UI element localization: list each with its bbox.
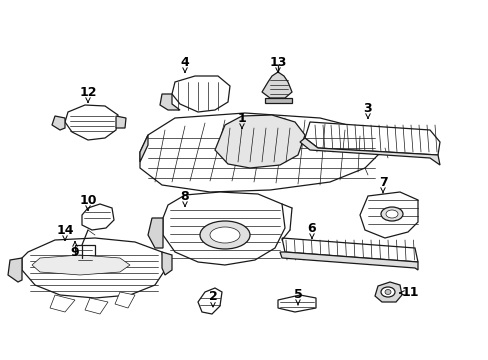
Ellipse shape xyxy=(384,289,390,294)
Text: 3: 3 xyxy=(363,102,371,114)
Ellipse shape xyxy=(209,227,240,243)
Text: 10: 10 xyxy=(79,194,97,207)
Polygon shape xyxy=(280,252,417,270)
Polygon shape xyxy=(82,204,114,230)
Polygon shape xyxy=(215,115,305,168)
Polygon shape xyxy=(75,245,95,265)
Polygon shape xyxy=(32,255,130,275)
Polygon shape xyxy=(278,295,315,312)
Polygon shape xyxy=(160,94,180,110)
Polygon shape xyxy=(85,298,108,314)
Polygon shape xyxy=(262,72,291,98)
Polygon shape xyxy=(148,218,163,248)
Polygon shape xyxy=(299,138,439,165)
Polygon shape xyxy=(305,122,439,155)
Polygon shape xyxy=(52,116,65,130)
Polygon shape xyxy=(282,238,417,262)
Text: 5: 5 xyxy=(293,288,302,302)
Polygon shape xyxy=(65,105,118,140)
Text: 6: 6 xyxy=(307,221,316,234)
Text: 14: 14 xyxy=(56,224,74,237)
Polygon shape xyxy=(22,238,164,298)
Text: 12: 12 xyxy=(79,85,97,99)
Ellipse shape xyxy=(385,210,397,218)
Polygon shape xyxy=(198,288,222,314)
Polygon shape xyxy=(163,192,285,265)
Text: 4: 4 xyxy=(180,55,189,68)
Polygon shape xyxy=(116,116,126,128)
Polygon shape xyxy=(359,192,417,238)
Text: 2: 2 xyxy=(208,289,217,302)
Polygon shape xyxy=(140,135,148,162)
Polygon shape xyxy=(374,282,401,302)
Text: 7: 7 xyxy=(378,176,386,189)
Polygon shape xyxy=(50,295,75,312)
Text: 11: 11 xyxy=(401,287,418,300)
Ellipse shape xyxy=(380,287,394,297)
Ellipse shape xyxy=(380,207,402,221)
Text: 9: 9 xyxy=(71,246,79,258)
Polygon shape xyxy=(172,76,229,112)
Text: 13: 13 xyxy=(269,55,286,68)
Text: 8: 8 xyxy=(181,189,189,202)
Polygon shape xyxy=(264,98,291,103)
Ellipse shape xyxy=(200,221,249,249)
Polygon shape xyxy=(162,252,172,275)
Polygon shape xyxy=(8,258,22,282)
Polygon shape xyxy=(140,113,384,192)
Text: 1: 1 xyxy=(237,112,246,125)
Polygon shape xyxy=(115,292,135,308)
